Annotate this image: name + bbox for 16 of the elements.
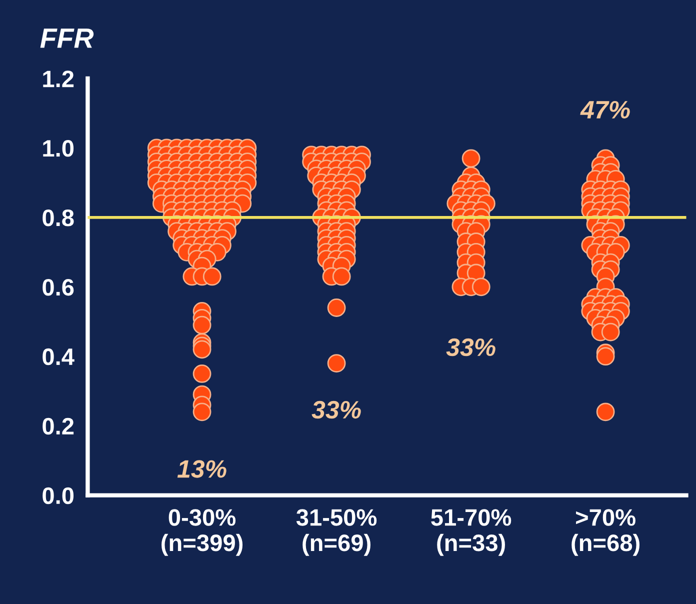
x-tick-label: 31-50% (n=69) bbox=[296, 509, 377, 556]
annotation: 33% bbox=[312, 400, 361, 419]
x-tick-label: 0-30% (n=399) bbox=[162, 509, 243, 556]
y-tick-label: 0.2 bbox=[42, 418, 74, 435]
annotation: 47% bbox=[580, 100, 630, 119]
y-tick-label: 0.4 bbox=[42, 348, 74, 366]
y-axis-title: FFR bbox=[40, 28, 94, 48]
y-tick-label: 0.6 bbox=[42, 278, 74, 296]
x-tick-label: 51-70% (n=33) bbox=[431, 509, 512, 556]
y-tick-label: 0.8 bbox=[42, 210, 74, 226]
y-tick-label: 1.0 bbox=[43, 140, 74, 157]
y-tick-label: 0.0 bbox=[42, 487, 74, 504]
x-tick-label: >70% (n=68) bbox=[572, 509, 640, 556]
annotation: 33% bbox=[446, 338, 496, 356]
annotation: 13% bbox=[177, 460, 226, 478]
y-tick-label: 1.2 bbox=[43, 70, 74, 88]
